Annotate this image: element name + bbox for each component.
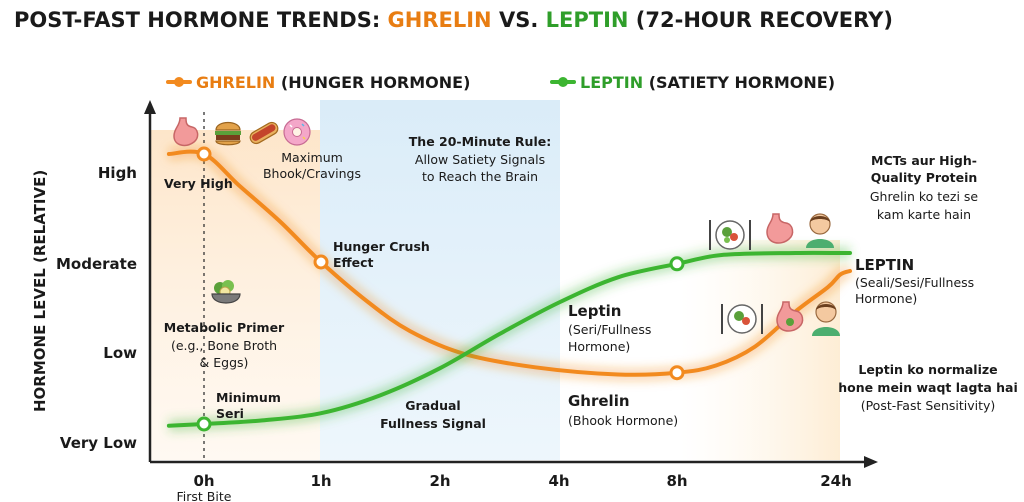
x-tick-4h: 4h [548,472,569,490]
top-icon-row [173,117,311,147]
annotation-mcts-1: MCTs aur High- [871,153,977,168]
ghrelin-curve [166,149,852,377]
x-tick-24h: 24h [820,472,852,490]
annotation-primer-text-1: (e.g., Bone Broth [171,338,277,353]
stomach-icon [766,213,794,244]
annotation-normalize-1: Leptin ko normalize [858,362,997,377]
annotation-hunger-crush-1: Hunger Crush [333,239,430,254]
annotation-max-bhook-1: Maximum [281,150,343,165]
annotation-primer-text-2: & Eggs) [200,355,249,370]
annotation-mcts-text-1: Ghrelin ko tezi se [870,189,979,204]
legend: GHRELIN (HUNGER HORMONE) LEPTIN (SATIETY… [166,73,835,92]
legend-ghrelin-name: GHRELIN [196,73,275,92]
legend-leptin-desc: (SATIETY HORMONE) [649,73,835,92]
y-tick-high: High [98,164,137,182]
leptin-curve [166,250,852,428]
page-title: POST-FAST HORMONE TRENDS: GHRELIN VS. LE… [14,8,893,32]
salad-bowl-icon [211,280,241,304]
donut-icon [283,118,311,146]
annotation-hunger-crush-2: Effect [333,255,374,270]
annotation-mcts-2: Quality Protein [871,170,978,185]
ghrelin-marker [313,254,329,270]
x-axis-arrow [864,456,878,468]
annotation-normalize-2: hone mein waqt lagta hai [838,380,1018,395]
y-axis-arrow [144,100,156,114]
annotation-min-seri-2: Seri [216,406,244,421]
legend-ghrelin-desc: (HUNGER HORMONE) [281,73,471,92]
leptin-right-sub-1: (Seali/Sesi/Fullness [855,275,974,290]
annotation-rule-title: The 20-Minute Rule: [409,134,551,149]
annotation-min-seri-1: Minimum [216,390,281,405]
svg-text:LEPTIN (SATIETY HORMONE): LEPTIN (SATIETY HORMONE) [580,73,835,92]
ghrelin-marker [196,146,212,162]
x-tick-0h: 0h [193,472,214,490]
legend-leptin-name: LEPTIN [580,73,643,92]
x-tick-first-bite: First Bite [177,489,232,502]
annotation-rule-text-2: to Reach the Brain [422,169,538,184]
annotation-rule-text-1: Allow Satiety Signals [415,152,545,167]
y-tick-moderate: Moderate [56,255,137,273]
leptin-marker [196,416,212,432]
leptin-right-title: LEPTIN [855,256,914,274]
annotation-gradual-2: Fullness Signal [380,416,486,431]
annotation-mcts-text-2: kam karte hain [877,207,971,222]
x-tick-2h: 2h [429,472,450,490]
hotdog-icon [249,121,279,145]
burger-icon [215,121,241,146]
ghrelin-end-sub: (Bhook Hormone) [568,413,678,428]
leptin-marker [669,256,685,272]
annotation-max-bhook-2: Bhook/Cravings [263,166,361,181]
annotation-primer-title: Metabolic Primer [164,320,285,335]
annotation-very-high: Very High [164,176,233,191]
stomach-icon [173,117,199,147]
plate-icon [721,304,763,334]
y-tick-low: Low [103,344,137,362]
annotation-gradual-1: Gradual [405,398,460,413]
y-axis-title: HORMONE LEVEL (RELATIVE) [31,170,49,412]
ghrelin-marker [669,365,685,381]
leptin-right-sub-2: Hormone) [855,291,917,306]
leptin-end-sub-1: (Seri/Fullness [568,322,651,337]
x-tick-1h: 1h [310,472,331,490]
person-icon [806,213,834,248]
person-icon [812,301,840,336]
legend-ghrelin: GHRELIN (HUNGER HORMONE) [166,73,470,92]
leptin-end-label: Leptin [568,302,621,320]
legend-leptin: LEPTIN (SATIETY HORMONE) [550,73,835,92]
series-layer [166,145,853,432]
x-tick-8h: 8h [666,472,687,490]
y-tick-very-low: Very Low [60,434,137,452]
stomach-icon [776,301,804,332]
plate-icon [709,220,751,250]
annotation-normalize-3: (Post-Fast Sensitivity) [861,398,996,413]
ghrelin-end-label: Ghrelin [568,392,630,410]
svg-text:Very High: Very High [164,176,233,191]
svg-text:GHRELIN (HUNGER HORMONE): GHRELIN (HUNGER HORMONE) [196,73,470,92]
leptin-end-sub-2: Hormone) [568,339,630,354]
